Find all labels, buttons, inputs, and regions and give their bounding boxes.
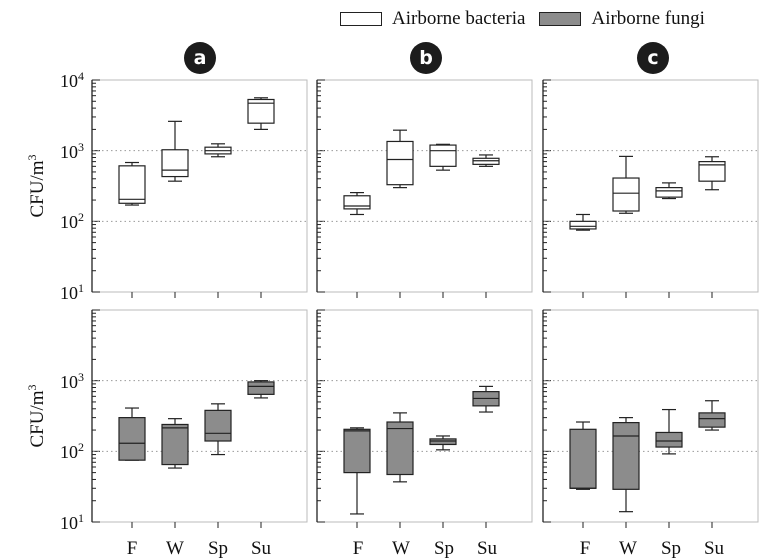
x-tick-a-Sp: Sp — [207, 538, 229, 559]
legend-swatch-bacteria — [340, 12, 382, 26]
x-tick-b-Sp: Sp — [433, 538, 455, 559]
box-b-bacteria-F — [343, 195, 371, 210]
panel-label-a: a — [184, 42, 216, 74]
panel-frame-a-fungi — [91, 309, 308, 523]
box-c-bacteria-F — [569, 220, 597, 230]
x-tick-b-Su: Su — [476, 538, 498, 559]
panel-frame-c-fungi — [542, 309, 759, 523]
y-axis-label-top: CFU/m3 — [24, 154, 49, 218]
box-a-bacteria-F — [118, 165, 146, 204]
box-a-bacteria-Su — [247, 98, 275, 124]
box-a-fungi-Su — [247, 381, 275, 395]
box-c-fungi-Sp — [655, 431, 683, 448]
y-axis-label-text: CFU/m — [27, 390, 48, 448]
box-c-bacteria-W — [612, 177, 640, 212]
y-tick-top-10e2: 102 — [60, 209, 84, 232]
x-tick-c-Su: Su — [703, 538, 725, 559]
y-tick-top-10e1: 101 — [60, 280, 84, 303]
legend-label-fungi: Airborne fungi — [591, 8, 705, 29]
y-tick-bottom-10e1: 101 — [60, 510, 84, 533]
box-b-bacteria-W — [386, 140, 414, 186]
box-c-fungi-Su — [698, 412, 726, 428]
box-c-fungi-F — [569, 428, 597, 489]
box-a-fungi-W — [161, 423, 189, 466]
x-tick-a-F: F — [126, 538, 138, 559]
y-tick-top-10e3: 103 — [60, 139, 84, 162]
box-b-bacteria-Sp — [429, 144, 457, 167]
x-tick-b-F: F — [352, 538, 364, 559]
box-a-bacteria-W — [161, 149, 189, 178]
y-axis-label-text: CFU/m — [27, 160, 48, 218]
y-axis-label-sup: 3 — [24, 384, 39, 391]
legend: Airborne bacteria Airborne fungi — [340, 6, 719, 32]
x-tick-c-Sp: Sp — [660, 538, 682, 559]
box-c-bacteria-Su — [698, 161, 726, 182]
x-tick-c-F: F — [579, 538, 591, 559]
box-b-fungi-F — [343, 428, 371, 474]
x-tick-b-W: W — [392, 538, 410, 559]
y-axis-label-bottom: CFU/m3 — [24, 384, 49, 448]
panel-frame-b-bacteria — [316, 79, 533, 293]
legend-label-bacteria: Airborne bacteria — [392, 8, 526, 29]
box-a-fungi-F — [118, 417, 146, 461]
panel-label-b: b — [410, 42, 442, 74]
legend-item-bacteria: Airborne bacteria — [340, 8, 525, 30]
box-c-bacteria-Sp — [655, 187, 683, 198]
panel-frame-b-fungi — [316, 309, 533, 523]
box-c-fungi-W — [612, 422, 640, 490]
legend-item-fungi: Airborne fungi — [539, 8, 705, 30]
y-axis-label-sup: 3 — [24, 154, 39, 161]
box-b-fungi-Sp — [429, 438, 457, 446]
panel-frame-c-bacteria — [542, 79, 759, 293]
box-b-fungi-W — [386, 421, 414, 476]
y-tick-bottom-10e3: 103 — [60, 369, 84, 392]
box-a-fungi-Sp — [204, 409, 232, 442]
legend-swatch-fungi — [539, 12, 582, 26]
y-tick-top-10e4: 104 — [60, 68, 84, 91]
panel-label-c: c — [637, 42, 669, 74]
x-tick-a-W: W — [166, 538, 184, 559]
x-tick-a-Su: Su — [250, 538, 272, 559]
x-tick-c-W: W — [619, 538, 637, 559]
y-tick-bottom-10e2: 102 — [60, 439, 84, 462]
